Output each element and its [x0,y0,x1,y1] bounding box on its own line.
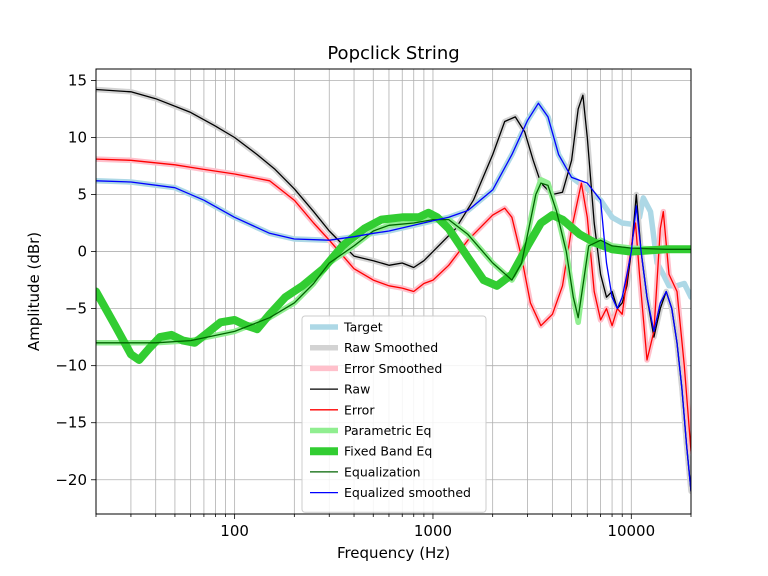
y-tick-label: 5 [77,186,87,204]
series-line-equalization [96,182,691,344]
plot-frame [95,68,692,515]
legend-label: Parametric Eq [344,423,432,438]
y-tick-label: −5 [65,300,87,318]
legend-label: Raw [344,382,370,397]
y-tick-label: −15 [55,414,87,432]
legend-label: Raw Smoothed [344,340,438,355]
y-axis-label: Amplitude (dBr) [25,232,43,351]
y-tick-label: −10 [55,357,87,375]
series-line-equalized-smoothed [96,102,691,492]
x-tick-label: 10000 [607,522,655,540]
series-layer [96,86,691,494]
legend-label: Equalized smoothed [344,485,471,500]
chart-title: Popclick String [327,43,459,64]
legend: Target Raw Smoothed Error Smoothed Raw Error… [301,315,487,513]
y-tick-label: −20 [55,471,87,489]
legend-label: Target [343,320,383,335]
x-tick-label: 100 [220,522,249,540]
legend-label: Fixed Band Eq [344,444,432,459]
legend-box [301,315,487,513]
legend-label: Error Smoothed [344,361,442,376]
y-tick-label: 10 [68,128,87,146]
x-tick-label: 1000 [414,522,452,540]
series-line-error [96,158,691,452]
x-axis-label: Frequency (Hz) [337,544,450,562]
legend-label: Equalization [344,464,421,479]
legend-label: Error [344,402,375,417]
axis-ticks: 15 10 5 0 −5 −10 −15 −20 100 1000 10000 [55,71,692,540]
y-tick-label: 0 [77,243,87,261]
y-tick-label: 15 [68,71,87,89]
